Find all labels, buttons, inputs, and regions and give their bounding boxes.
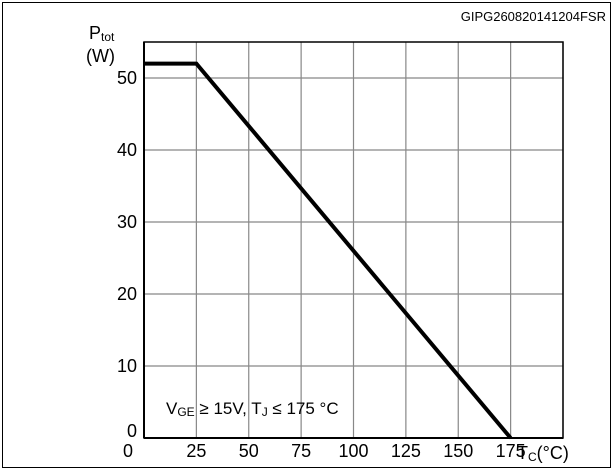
y-tick-label: 30 [117, 212, 137, 232]
tick-labels: 0 10 20 30 40 50 0 25 50 75 100 125 150 175 [117, 68, 526, 461]
y-axis-title: Ptot [89, 23, 115, 44]
series-layer [144, 61, 513, 440]
axes [143, 41, 564, 439]
y-tick-label: 0 [127, 421, 137, 441]
y-tick-label: 50 [117, 68, 137, 88]
grid [144, 42, 564, 438]
x-tick-label: 175 [496, 441, 526, 461]
x-tick-label: 0 [123, 441, 133, 461]
x-tick-label: 50 [239, 441, 259, 461]
axis-labels: Ptot(W) TC(°C) VGE ≥ 15V, TJ ≤ 175 °C [86, 23, 569, 464]
y-tick-label: 20 [117, 284, 137, 304]
y-tick-label: 10 [117, 356, 137, 376]
y-axis-unit: (W) [86, 46, 115, 66]
x-tick-label: 25 [186, 441, 206, 461]
figure-id-label: GIPG260820141204FSR [461, 9, 606, 24]
x-tick-label: 150 [443, 441, 473, 461]
x-tick-label: 75 [291, 441, 311, 461]
x-tick-label: 125 [391, 441, 421, 461]
power-derating-line [144, 61, 513, 440]
condition-annotation: VGE ≥ 15V, TJ ≤ 175 °C [166, 399, 339, 419]
x-tick-label: 100 [338, 441, 368, 461]
y-tick-label: 40 [117, 140, 137, 160]
x-axis-title: TC(°C) [517, 443, 569, 464]
figure-frame [2, 2, 611, 468]
